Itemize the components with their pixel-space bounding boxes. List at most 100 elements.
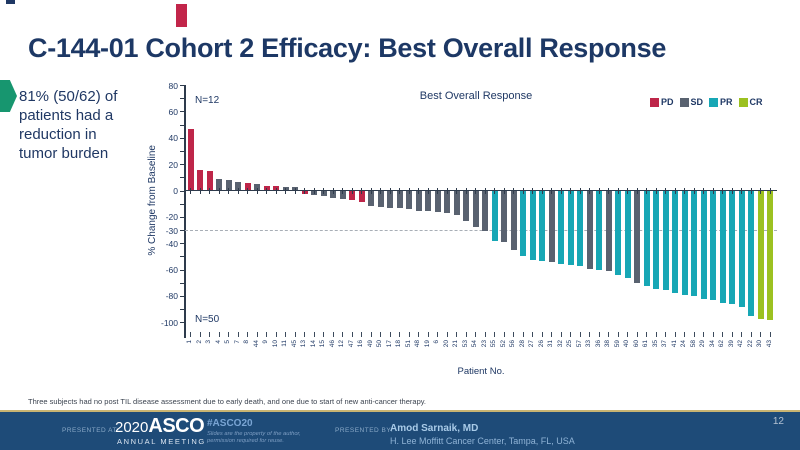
- x-axis-patient-label: 20: [442, 340, 450, 348]
- x-axis-patient-label: 6: [433, 340, 440, 344]
- bar-patient-56: [510, 191, 517, 251]
- zero-line-tick: [237, 188, 239, 194]
- zero-line-tick: [266, 188, 267, 194]
- zero-line-tick: [703, 188, 704, 194]
- x-axis-tick: [712, 332, 714, 337]
- x-axis-patient-label: 24: [680, 340, 687, 348]
- bar-patient-1: [187, 129, 194, 191]
- zero-line-tick: [655, 188, 657, 194]
- x-axis-tick: [399, 332, 400, 337]
- zero-line-tick: [437, 188, 438, 194]
- x-axis-patient-label: 10: [271, 340, 279, 348]
- bar-patient-12: [339, 191, 346, 199]
- x-axis-patient-label: 55: [490, 340, 497, 348]
- y-axis-tick: [180, 295, 184, 297]
- x-axis-patient-label: 46: [328, 340, 336, 348]
- x-axis-patient-label: 8: [243, 340, 250, 344]
- legend-item-cr: CR: [738, 97, 763, 107]
- x-axis-tick: [427, 332, 429, 337]
- zero-line-tick: [617, 188, 619, 194]
- y-axis-tick: [180, 230, 184, 232]
- presented-by-label: PRESENTED BY:: [335, 427, 394, 434]
- bar-patient-53: [463, 191, 469, 222]
- x-axis-tick: [446, 332, 448, 337]
- x-axis-patient-label: 13: [300, 340, 307, 348]
- x-axis-tick: [361, 332, 362, 337]
- x-axis-tick: [551, 332, 552, 337]
- chart-title: Best Overall Response: [419, 90, 533, 102]
- x-axis-tick: [408, 332, 410, 337]
- x-axis-tick: [769, 332, 771, 337]
- slide-title: C-144-01 Cohort 2 Efficacy: Best Overall…: [28, 33, 667, 63]
- zero-line-tick: [665, 188, 666, 194]
- x-axis-tick: [532, 332, 533, 337]
- bar-patient-50: [377, 191, 384, 207]
- x-axis-patient-label: 23: [480, 340, 488, 348]
- logo-org: ASCO: [148, 415, 205, 437]
- bar-patient-58: [691, 191, 697, 297]
- zero-line-tick: [304, 188, 305, 194]
- zero-line-tick: [285, 188, 286, 194]
- x-axis-patient-label: 18: [395, 340, 402, 348]
- x-axis-patient-label: 34: [708, 340, 716, 348]
- zero-line-tick: [199, 188, 201, 194]
- zero-line-tick: [513, 188, 514, 194]
- bar-patient-18: [396, 191, 403, 209]
- x-axis-patient-label: 5: [224, 340, 231, 344]
- zero-line-tick: [342, 188, 343, 194]
- bar-patient-62: [719, 191, 726, 304]
- x-axis-tick: [579, 332, 581, 337]
- x-axis-tick: [570, 332, 571, 337]
- x-axis-tick: [237, 332, 239, 337]
- x-axis-tick: [313, 332, 315, 337]
- x-axis-patient-label: 41: [670, 340, 678, 348]
- legend-swatch-cr: [738, 97, 748, 107]
- y-axis-tick-label: 20: [168, 159, 178, 170]
- bar-patient-40: [624, 191, 631, 279]
- zero-line-tick: [589, 188, 590, 194]
- y-axis-tick: [180, 322, 184, 324]
- bar-patient-4: [216, 179, 222, 191]
- y-axis-tick-label: -100: [160, 317, 178, 328]
- x-axis-tick: [256, 332, 258, 337]
- bar-patient-17: [387, 191, 393, 209]
- bar-patient-38: [605, 191, 612, 272]
- zero-line-tick: [712, 188, 714, 194]
- presenter-affiliation: H. Lee Moffitt Cancer Center, Tampa, FL,…: [390, 436, 575, 446]
- x-axis-tick: [646, 332, 647, 337]
- zero-line-tick: [741, 188, 742, 194]
- x-axis-tick: [266, 332, 267, 337]
- zero-line-tick: [760, 188, 761, 194]
- reference-line: [185, 230, 777, 232]
- zero-line-tick: [560, 188, 562, 194]
- x-axis-tick: [674, 332, 676, 337]
- x-axis-patient-label: 38: [604, 340, 611, 348]
- zero-line-tick: [351, 188, 353, 194]
- x-axis-tick: [294, 332, 296, 337]
- x-axis-patient-label: 1: [186, 340, 193, 344]
- bar-patient-19: [425, 191, 431, 211]
- y-axis-tick: [180, 256, 184, 258]
- red-marker-artifact: [176, 4, 187, 27]
- bar-patient-48: [415, 191, 422, 211]
- x-axis-patient-label: 44: [252, 340, 260, 348]
- y-axis-tick-label: -60: [165, 265, 178, 276]
- x-axis-patient-label: 50: [376, 340, 383, 348]
- zero-line-tick: [361, 188, 362, 194]
- bar-patient-33: [586, 191, 593, 269]
- y-axis-tick: [180, 124, 184, 126]
- logo-subtitle: ANNUAL MEETING: [117, 437, 206, 446]
- x-axis-patient-label: 22: [746, 340, 754, 348]
- x-axis-patient-label: 49: [366, 340, 374, 348]
- x-axis-tick: [332, 332, 334, 337]
- zero-line-tick: [408, 188, 410, 194]
- presenter-name: Amod Sarnaik, MD: [390, 423, 479, 434]
- bar-patient-31: [548, 191, 555, 263]
- permission-line1: Slides are the property of the author,: [207, 431, 301, 437]
- zero-line-tick: [256, 188, 258, 194]
- bar-patient-27: [529, 191, 536, 260]
- zero-line-tick: [484, 188, 486, 194]
- x-axis-patient-label: 33: [585, 340, 592, 348]
- x-axis-patient-label: 39: [727, 340, 735, 348]
